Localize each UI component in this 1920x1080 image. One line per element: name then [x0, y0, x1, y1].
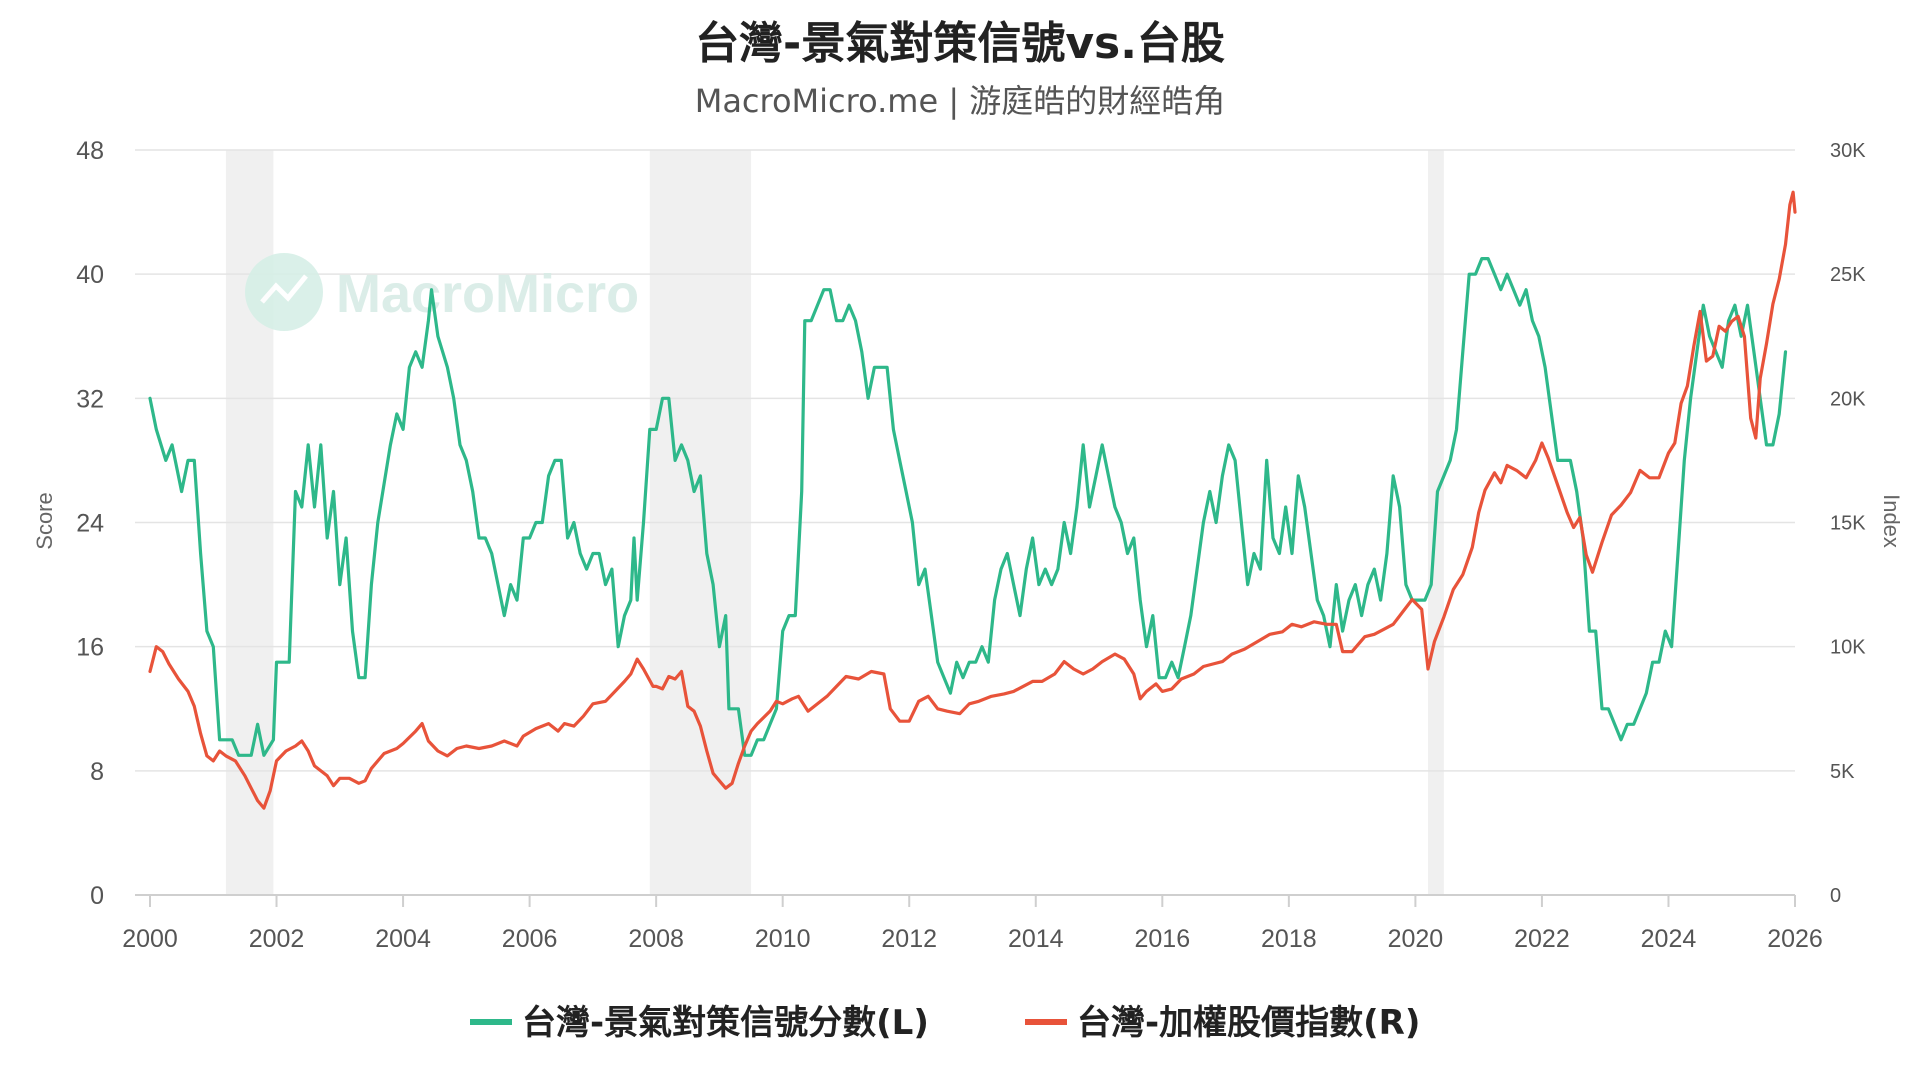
series-layer — [148, 190, 1797, 810]
legend-item-score[interactable]: 台灣-景氣對策信號分數(L) — [470, 1003, 929, 1043]
watermark: MacroMicro — [245, 253, 639, 331]
x-tick-label: 2018 — [1261, 925, 1317, 953]
x-tick-label: 2026 — [1767, 925, 1823, 953]
x-tick-label: 2020 — [1388, 925, 1444, 953]
series-line-score — [148, 257, 1788, 757]
x-tick-label: 2022 — [1514, 925, 1570, 953]
x-tick-label: 2006 — [502, 925, 558, 953]
watermark-logo-line — [260, 274, 308, 304]
right-tick-label: 30K — [1830, 140, 1866, 162]
x-tick-label: 2002 — [249, 925, 305, 953]
x-tick-label: 2016 — [1134, 925, 1190, 953]
right-axis-title: Index — [1879, 494, 1904, 548]
left-tick-label: 16 — [76, 634, 104, 662]
x-tick-label: 2010 — [755, 925, 811, 953]
x-tick-label: 2014 — [1008, 925, 1064, 953]
right-tick-label: 10K — [1830, 637, 1866, 659]
chart-title: 台灣-景氣對策信號vs.台股 — [695, 18, 1225, 69]
left-tick-label: 0 — [90, 882, 104, 910]
right-axis-ticks: 0 5K 10K 15K 20K 25K 30K — [1830, 140, 1866, 907]
watermark-text: MacroMicro — [336, 264, 639, 324]
left-tick-label: 32 — [76, 385, 104, 413]
legend[interactable]: 台灣-景氣對策信號分數(L) 台灣-加權股價指數(R) — [470, 1003, 1420, 1043]
x-tick-label: 2004 — [375, 925, 431, 953]
left-axis-ticks: 0 8 16 24 32 40 48 — [76, 137, 104, 910]
x-tick-label: 2008 — [628, 925, 684, 953]
right-tick-label: 5K — [1830, 761, 1855, 783]
right-tick-label: 15K — [1830, 513, 1866, 535]
left-tick-label: 8 — [90, 758, 104, 786]
x-axis-ticks: 2000 2002 2004 2006 2008 2010 2012 2014 2016 2018… — [122, 895, 1823, 953]
right-tick-label: 20K — [1830, 388, 1866, 410]
x-tick-label: 2000 — [122, 925, 178, 953]
series-line-index — [148, 190, 1797, 810]
legend-item-index[interactable]: 台灣-加權股價指數(R) — [1025, 1003, 1420, 1043]
legend-label-index: 台灣-加權股價指數(R) — [1077, 1003, 1420, 1043]
left-axis-title: Score — [32, 492, 57, 549]
legend-label-score: 台灣-景氣對策信號分數(L) — [522, 1003, 929, 1043]
chart-subtitle: MacroMicro.me | 游庭皓的財經皓角 — [695, 82, 1226, 120]
right-tick-label: 25K — [1830, 264, 1866, 286]
gridlines — [135, 149, 1795, 896]
left-tick-label: 40 — [76, 261, 104, 289]
x-tick-label: 2012 — [881, 925, 937, 953]
right-tick-label: 0 — [1830, 885, 1841, 907]
left-tick-label: 48 — [76, 137, 104, 165]
x-tick-label: 2024 — [1641, 925, 1697, 953]
left-tick-label: 24 — [76, 510, 104, 538]
